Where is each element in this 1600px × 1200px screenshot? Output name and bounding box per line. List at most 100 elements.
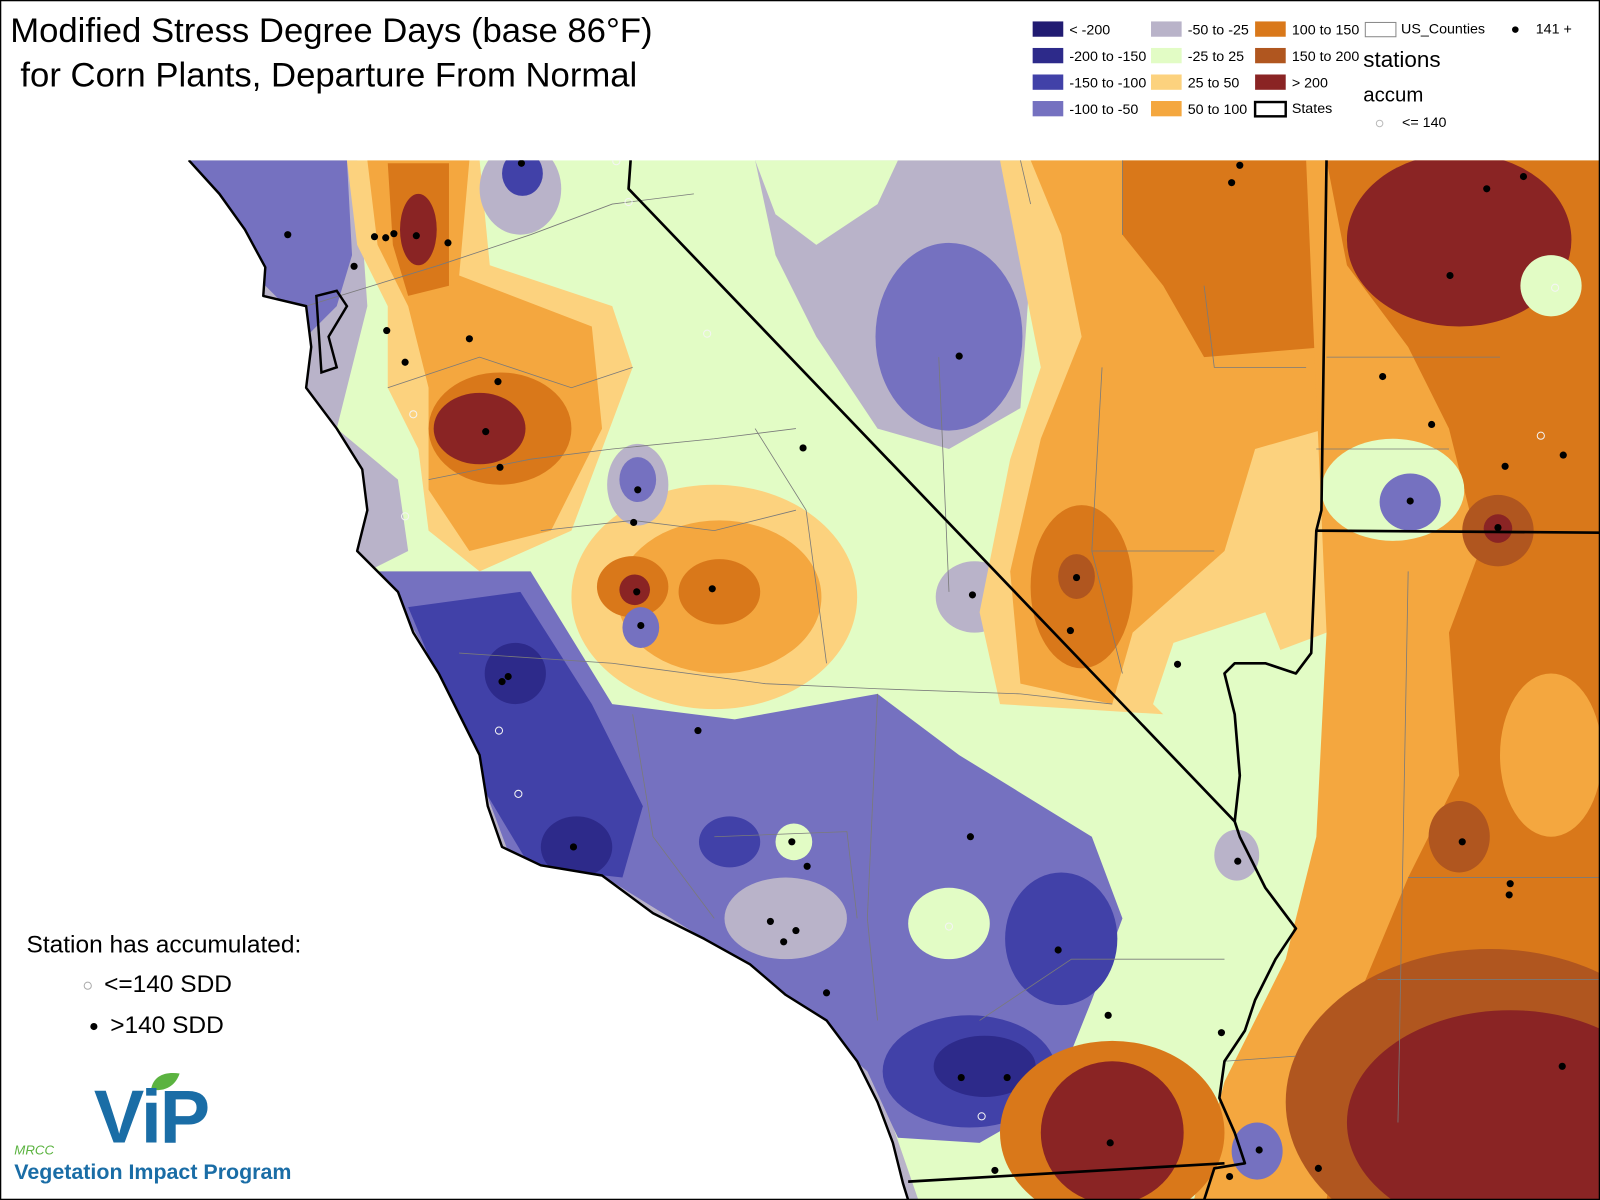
station-dot	[1501, 462, 1509, 470]
station-dot	[799, 444, 807, 452]
zone	[755, 160, 898, 245]
logo-name: Vegetation Impact Program	[14, 1160, 291, 1184]
zone	[1346, 160, 1572, 327]
zone	[1428, 801, 1490, 873]
legend-swatch	[1151, 21, 1182, 37]
station-dot	[780, 938, 788, 946]
station-dot	[788, 838, 796, 846]
station-low-symbol	[83, 981, 92, 990]
station-dot	[1003, 1073, 1011, 1082]
station-key-label: <=140 SDD	[104, 971, 232, 998]
legend-label: -100 to -50	[1069, 102, 1138, 118]
legend-label: > 200	[1292, 75, 1328, 91]
station-key-title: Station has accumulated:	[27, 931, 302, 958]
county-lines	[306, 160, 1600, 1123]
station-dot	[634, 486, 642, 494]
station-dot	[1551, 283, 1560, 292]
station-dot	[633, 588, 641, 596]
legend-swatch	[1255, 21, 1286, 37]
station-dot	[482, 428, 490, 436]
station-dot	[968, 591, 977, 599]
zone	[875, 242, 1023, 431]
zone	[400, 193, 437, 266]
station-dot	[504, 672, 512, 681]
station-dot	[1217, 1029, 1225, 1037]
station-dot	[766, 917, 774, 925]
legend-label: 141 +	[1536, 21, 1572, 37]
zone	[1122, 160, 1327, 358]
legend-label: US_Counties	[1401, 21, 1485, 37]
station-dot	[1506, 880, 1514, 888]
zone	[1520, 255, 1582, 317]
station-dot	[1406, 497, 1414, 505]
station-dot	[624, 197, 633, 207]
station-dot	[803, 862, 811, 870]
station-dot	[1446, 271, 1454, 280]
station-dot	[966, 833, 974, 841]
zone	[484, 642, 546, 705]
station-key-label: >140 SDD	[110, 1012, 224, 1039]
zone	[408, 591, 643, 878]
legend-label: 25 to 50	[1188, 75, 1240, 91]
legend-swatch	[1032, 74, 1064, 90]
station-high-symbol	[90, 1022, 98, 1031]
station-dot	[494, 726, 504, 735]
station-dot	[991, 1166, 999, 1174]
legend-swatch	[1151, 74, 1182, 90]
map	[187, 160, 1600, 1200]
station-dot	[382, 234, 390, 242]
station-dot	[401, 512, 410, 521]
counties-swatch	[1364, 21, 1397, 38]
legend-swatch	[1032, 47, 1064, 64]
station-dot	[703, 329, 712, 338]
legend-label: States	[1292, 101, 1332, 117]
station-dot	[465, 335, 473, 343]
station-dot	[409, 410, 418, 419]
station-dot	[444, 239, 452, 247]
logo-leaf	[151, 1072, 180, 1091]
station-dot	[383, 327, 391, 335]
logo-org: MRCC	[14, 1143, 54, 1158]
station-dot	[370, 233, 379, 241]
legend-heading: stations	[1363, 47, 1440, 72]
zone	[188, 160, 353, 337]
legend-swatch	[1151, 47, 1182, 64]
legend: States US_Counties 141 + stations accum …	[1032, 21, 1572, 131]
station-dot	[1054, 946, 1062, 954]
station-dot	[496, 463, 504, 471]
legend-label: 150 to 200	[1292, 49, 1359, 65]
station-dot	[955, 352, 963, 360]
station-dot	[1066, 627, 1074, 635]
station-dot	[284, 231, 292, 239]
station-dot	[1519, 172, 1528, 181]
station-dot	[1106, 1139, 1114, 1147]
legend-swatch	[1032, 21, 1064, 37]
station-dot	[944, 922, 954, 931]
station-dot	[1505, 891, 1513, 899]
station-dot	[1228, 179, 1236, 187]
station-dot	[708, 585, 716, 593]
legend-label: <= 140	[1402, 115, 1446, 131]
logo-mark: ViP	[94, 1075, 208, 1159]
zone	[1214, 829, 1260, 881]
station-dot	[792, 927, 800, 935]
legend-label: -25 to 25	[1188, 49, 1244, 65]
zone	[433, 392, 526, 465]
station-dot	[1559, 451, 1567, 459]
title-line-1: Modified Stress Degree Days (base 86°F)	[10, 12, 652, 50]
station-dot	[1558, 1062, 1566, 1070]
station-dot	[1458, 838, 1466, 846]
station-dot	[630, 518, 638, 527]
stations	[284, 160, 1567, 1181]
station-high-symbol	[1512, 26, 1519, 33]
station-dot	[569, 843, 578, 851]
zone	[502, 160, 543, 196]
legend-label: -50 to -25	[1188, 22, 1249, 38]
legend-label: -150 to -100	[1069, 75, 1146, 91]
zone	[933, 1035, 1036, 1097]
station-dot	[1428, 420, 1436, 429]
station-dot	[1255, 1146, 1263, 1154]
legend-label: < -200	[1069, 22, 1110, 38]
